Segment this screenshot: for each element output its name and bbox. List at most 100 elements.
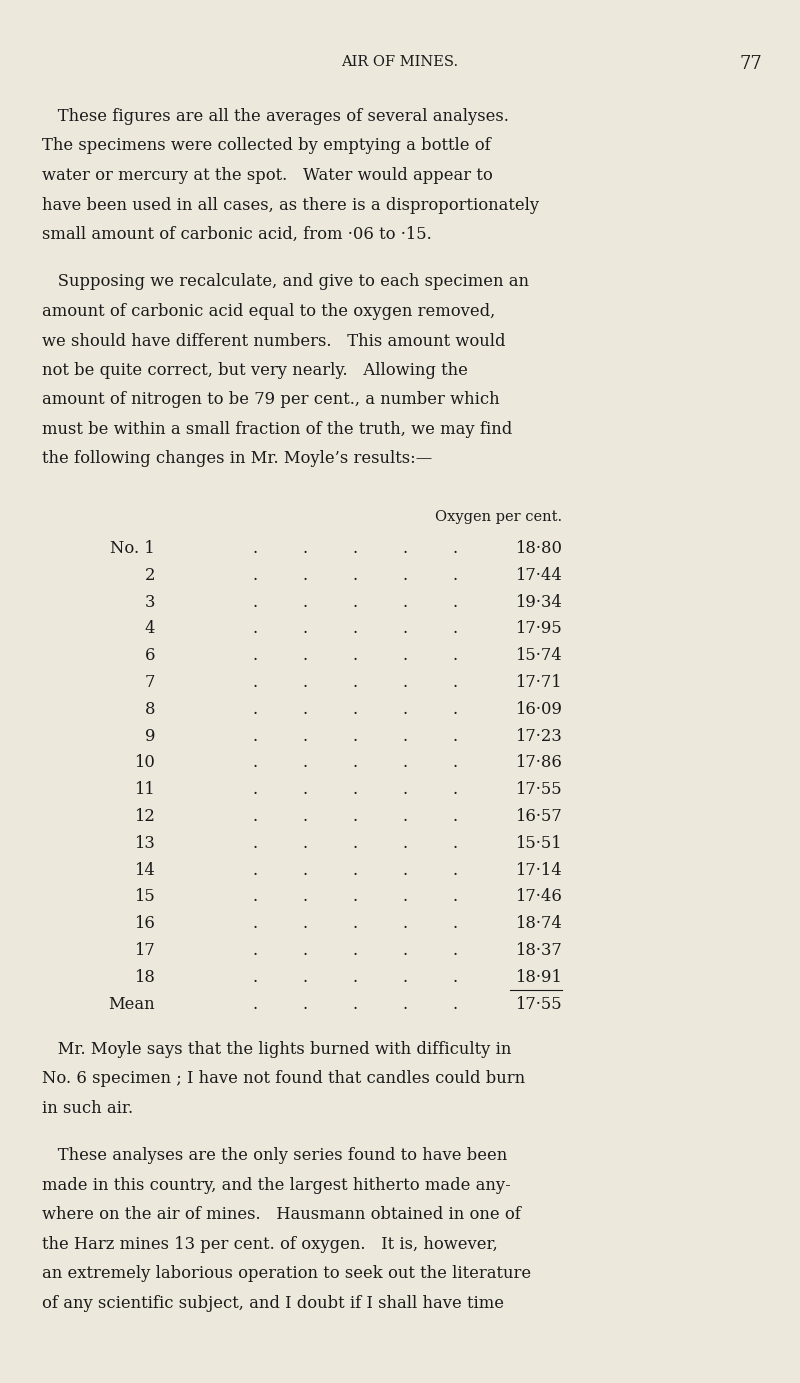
Text: .: .	[253, 862, 258, 878]
Text: .: .	[253, 593, 258, 611]
Text: .: .	[402, 862, 407, 878]
Text: .: .	[453, 674, 458, 692]
Text: .: .	[302, 916, 307, 932]
Text: .: .	[353, 916, 358, 932]
Text: Mr. Moyle says that the lights burned with difficulty in: Mr. Moyle says that the lights burned wi…	[42, 1040, 511, 1058]
Text: amount of nitrogen to be 79 per cent., a number which: amount of nitrogen to be 79 per cent., a…	[42, 391, 500, 408]
Text: 18: 18	[134, 969, 155, 986]
Text: .: .	[353, 996, 358, 1012]
Text: .: .	[402, 593, 407, 611]
Text: 9: 9	[145, 727, 155, 744]
Text: .: .	[402, 674, 407, 692]
Text: .: .	[253, 808, 258, 826]
Text: .: .	[302, 647, 307, 664]
Text: 14: 14	[134, 862, 155, 878]
Text: .: .	[302, 567, 307, 584]
Text: .: .	[453, 701, 458, 718]
Text: .: .	[453, 835, 458, 852]
Text: Mean: Mean	[108, 996, 155, 1012]
Text: .: .	[353, 567, 358, 584]
Text: 8: 8	[145, 701, 155, 718]
Text: .: .	[353, 674, 358, 692]
Text: .: .	[402, 701, 407, 718]
Text: .: .	[253, 647, 258, 664]
Text: .: .	[353, 727, 358, 744]
Text: 18·80: 18·80	[515, 539, 562, 557]
Text: .: .	[402, 916, 407, 932]
Text: .: .	[253, 567, 258, 584]
Text: 11: 11	[134, 781, 155, 798]
Text: 17·44: 17·44	[515, 567, 562, 584]
Text: 18·37: 18·37	[515, 942, 562, 958]
Text: 13: 13	[134, 835, 155, 852]
Text: 17: 17	[134, 942, 155, 958]
Text: .: .	[453, 969, 458, 986]
Text: small amount of carbonic acid, from ·06 to ·15.: small amount of carbonic acid, from ·06 …	[42, 225, 432, 243]
Text: .: .	[302, 862, 307, 878]
Text: .: .	[402, 888, 407, 906]
Text: .: .	[353, 942, 358, 958]
Text: 77: 77	[739, 55, 762, 73]
Text: amount of carbonic acid equal to the oxygen removed,: amount of carbonic acid equal to the oxy…	[42, 303, 495, 319]
Text: .: .	[253, 835, 258, 852]
Text: .: .	[453, 888, 458, 906]
Text: .: .	[453, 862, 458, 878]
Text: .: .	[402, 808, 407, 826]
Text: 18·91: 18·91	[515, 969, 562, 986]
Text: .: .	[302, 727, 307, 744]
Text: 4: 4	[145, 621, 155, 638]
Text: 2: 2	[145, 567, 155, 584]
Text: .: .	[253, 916, 258, 932]
Text: .: .	[353, 647, 358, 664]
Text: .: .	[302, 969, 307, 986]
Text: 17·14: 17·14	[515, 862, 562, 878]
Text: .: .	[353, 969, 358, 986]
Text: 16·57: 16·57	[515, 808, 562, 826]
Text: 7: 7	[145, 674, 155, 692]
Text: .: .	[253, 942, 258, 958]
Text: .: .	[402, 969, 407, 986]
Text: .: .	[253, 727, 258, 744]
Text: .: .	[253, 781, 258, 798]
Text: The specimens were collected by emptying a bottle of: The specimens were collected by emptying…	[42, 137, 490, 155]
Text: 15·51: 15·51	[515, 835, 562, 852]
Text: .: .	[302, 621, 307, 638]
Text: .: .	[302, 888, 307, 906]
Text: 17·23: 17·23	[515, 727, 562, 744]
Text: .: .	[353, 808, 358, 826]
Text: .: .	[453, 539, 458, 557]
Text: No. 1: No. 1	[110, 539, 155, 557]
Text: .: .	[402, 781, 407, 798]
Text: .: .	[253, 621, 258, 638]
Text: have been used in all cases, as there is a disproportionately: have been used in all cases, as there is…	[42, 196, 539, 213]
Text: water or mercury at the spot.   Water would appear to: water or mercury at the spot. Water woul…	[42, 167, 493, 184]
Text: .: .	[253, 539, 258, 557]
Text: .: .	[353, 888, 358, 906]
Text: 12: 12	[134, 808, 155, 826]
Text: .: .	[253, 754, 258, 772]
Text: .: .	[453, 942, 458, 958]
Text: .: .	[302, 808, 307, 826]
Text: .: .	[353, 621, 358, 638]
Text: made in this country, and the largest hitherto made any-: made in this country, and the largest hi…	[42, 1177, 510, 1194]
Text: an extremely laborious operation to seek out the literature: an extremely laborious operation to seek…	[42, 1265, 531, 1282]
Text: .: .	[253, 701, 258, 718]
Text: .: .	[453, 754, 458, 772]
Text: 19·34: 19·34	[515, 593, 562, 611]
Text: .: .	[302, 781, 307, 798]
Text: .: .	[253, 996, 258, 1012]
Text: .: .	[353, 835, 358, 852]
Text: .: .	[302, 942, 307, 958]
Text: of any scientific subject, and I doubt if I shall have time: of any scientific subject, and I doubt i…	[42, 1294, 504, 1311]
Text: .: .	[453, 916, 458, 932]
Text: 16·09: 16·09	[515, 701, 562, 718]
Text: .: .	[402, 621, 407, 638]
Text: .: .	[302, 539, 307, 557]
Text: Oxygen per cent.: Oxygen per cent.	[435, 510, 562, 524]
Text: 3: 3	[145, 593, 155, 611]
Text: 17·55: 17·55	[515, 996, 562, 1012]
Text: .: .	[253, 969, 258, 986]
Text: .: .	[453, 727, 458, 744]
Text: .: .	[302, 996, 307, 1012]
Text: .: .	[453, 593, 458, 611]
